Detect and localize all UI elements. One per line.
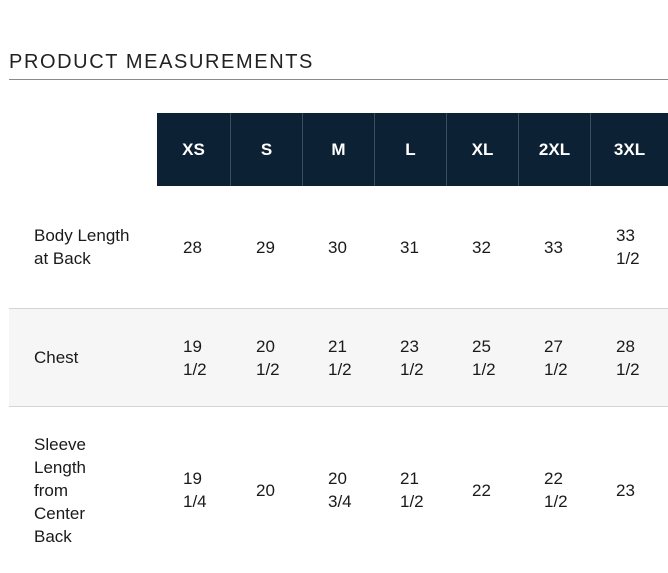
table-cell: 32 [446,186,518,308]
table-cell: 20 3/4 [302,407,374,573]
row-divider [9,308,668,309]
size-header-2xl: 2XL [518,113,590,186]
table-cell: 21 1/2 [374,407,446,573]
cell-value: 28 [183,237,202,257]
row-label: Body Length at Back [9,186,157,308]
cell-value: 20 3/4 [328,469,352,511]
row-label: Chest [9,309,157,406]
table-cell: 20 1/2 [230,309,302,406]
table-cell: 31 [374,186,446,308]
cell-value: 20 [256,480,275,500]
cell-value: 29 [256,237,275,257]
size-header-xl: XL [446,113,518,186]
table-cell: 22 1/2 [518,407,590,573]
cell-value: 19 1/4 [183,469,207,511]
cell-value: 25 1/2 [472,336,496,379]
cell-value: 33 1/2 [616,226,640,268]
table-row-body-length: Body Length at Back 28 29 30 31 32 33 33… [9,186,668,308]
size-header-l: L [374,113,446,186]
title-divider [9,79,668,80]
size-header-3xl: 3XL [590,113,668,186]
table-cell: 23 [590,407,668,573]
cell-value: 22 1/2 [544,469,568,511]
cell-value: 19 1/2 [183,336,207,379]
table-cell: 23 1/2 [374,309,446,406]
table-cell: 27 1/2 [518,309,590,406]
table-cell: 28 [157,186,230,308]
cell-value: 27 1/2 [544,336,568,379]
cell-value: 22 [472,480,491,500]
table-cell: 33 [518,186,590,308]
row-label-text: Chest [34,348,79,367]
table-cell: 33 1/2 [590,186,668,308]
row-label: Sleeve Length from Center Back [9,407,157,573]
cell-value: 33 [544,237,563,257]
row-divider [9,406,668,407]
cell-value: 21 1/2 [400,469,424,511]
table-cell: 30 [302,186,374,308]
table-cell: 19 1/2 [157,309,230,406]
table-cell: 20 [230,407,302,573]
page-title: PRODUCT MEASUREMENTS [9,51,314,73]
cell-value: 30 [328,237,347,257]
row-label-text: Sleeve Length from Center Back [34,434,86,546]
cell-value: 31 [400,237,419,257]
cell-value: 23 [616,480,635,500]
cell-value: 20 1/2 [256,336,280,379]
cell-value: 32 [472,237,491,257]
row-label-text: Body Length at Back [34,226,130,268]
cell-value: 21 1/2 [328,336,352,379]
size-header-row: XS S M L XL 2XL 3XL [157,113,668,186]
size-header-s: S [230,113,302,186]
table-cell: 25 1/2 [446,309,518,406]
table-cell: 21 1/2 [302,309,374,406]
table-cell: 29 [230,186,302,308]
cell-value: 23 1/2 [400,336,424,379]
table-row-chest: Chest 19 1/2 20 1/2 21 1/2 23 1/2 25 1/2… [9,309,668,406]
cell-value: 28 1/2 [616,336,640,379]
table-cell: 28 1/2 [590,309,668,406]
table-row-sleeve-length: Sleeve Length from Center Back 19 1/4 20… [9,407,668,573]
table-cell: 19 1/4 [157,407,230,573]
table-cell: 22 [446,407,518,573]
size-header-m: M [302,113,374,186]
size-header-xs: XS [182,139,205,159]
